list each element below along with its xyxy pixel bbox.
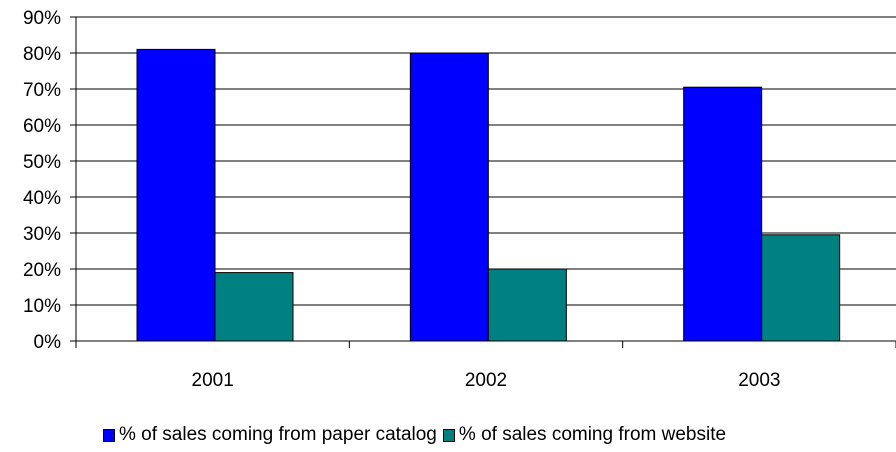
bars (136, 48, 841, 342)
x-axis-tick-labels: 2001 2002 2003 (192, 370, 781, 391)
axes (75, 17, 896, 348)
x-tick-label: 2001 (192, 370, 234, 391)
bar-website (214, 272, 294, 342)
legend-label-paper-catalog: % of sales coming from paper catalog (119, 424, 437, 445)
y-tick-label: 30% (23, 224, 61, 245)
x-tick-label: 2002 (465, 370, 507, 391)
legend-item-website: % of sales coming from website (442, 424, 727, 446)
y-tick-label: 50% (23, 152, 61, 173)
y-tick-label: 80% (23, 44, 61, 65)
legend-label-website: % of sales coming from website (458, 424, 727, 445)
y-axis-tick-labels: 0% 10% 20% 30% 40% 50% 60% 70% 80% 90% (23, 8, 61, 353)
bar-website (487, 268, 567, 342)
legend-item-paper-catalog: % of sales coming from paper catalog (103, 424, 437, 446)
bar-chart: 0%10%20%30%40%50%60%70%80%90% 2001 2002 20… (23, 8, 896, 391)
legend: % of sales coming from paper catalog % o… (0, 424, 896, 452)
legend-swatch-website (442, 428, 455, 442)
legend-items: % of sales coming from paper catalog % o… (103, 424, 732, 446)
y-tick-label: 60% (23, 116, 61, 137)
y-tick-label: 20% (23, 260, 61, 281)
legend-swatch-paper-catalog (103, 428, 115, 442)
bar-website (761, 234, 841, 342)
y-tick-label: 90% (23, 8, 61, 29)
bar-paper-catalog (683, 86, 763, 342)
bar-paper-catalog (136, 48, 216, 342)
y-tick-label: 0% (34, 332, 62, 353)
bar-paper-catalog (409, 52, 489, 342)
y-tick-label: 40% (23, 188, 61, 209)
x-tick-label: 2003 (738, 370, 780, 391)
y-tick-label: 10% (23, 296, 61, 317)
y-tick-label: 70% (23, 80, 61, 101)
